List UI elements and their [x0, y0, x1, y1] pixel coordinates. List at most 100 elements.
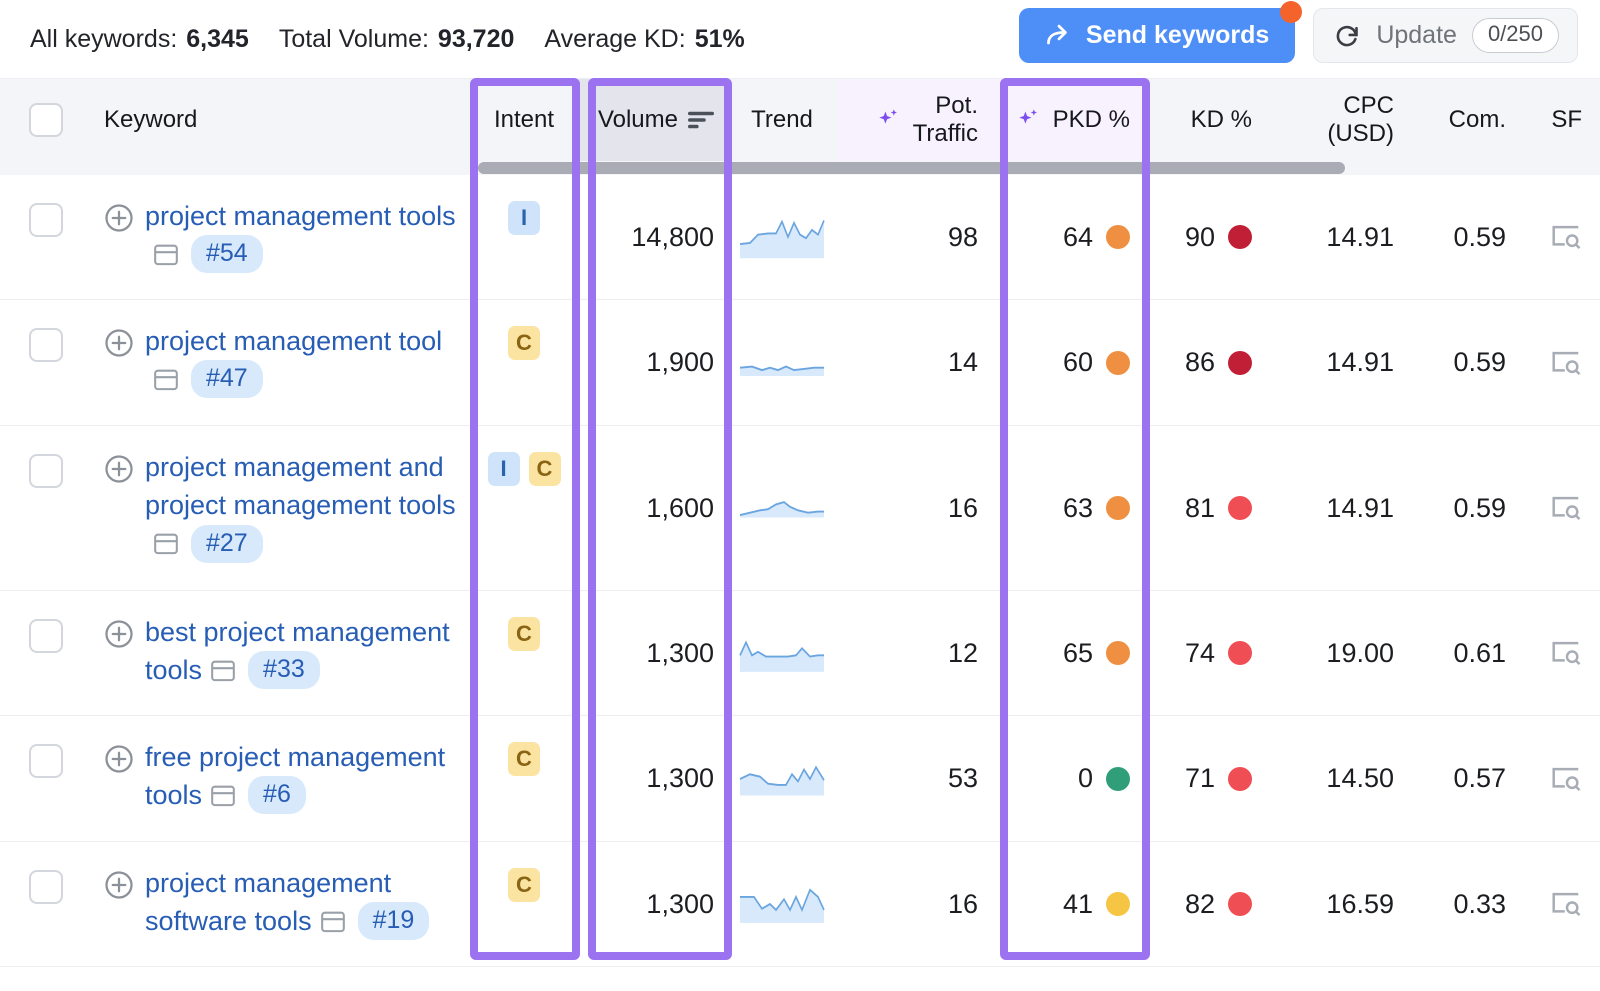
row-checkbox[interactable]: [29, 328, 63, 362]
header-pkd[interactable]: PKD %: [990, 79, 1142, 161]
row-select-cell: [0, 591, 92, 715]
header-cpc[interactable]: CPC (USD): [1264, 79, 1406, 161]
com-cell: 0.59: [1453, 492, 1506, 523]
keyword-text-wrap[interactable]: free project management tools #6: [145, 738, 462, 815]
serp-features-icon[interactable]: [153, 363, 179, 390]
keyword-cell: best project management tools #33: [92, 591, 474, 715]
summary-toolbar: All keywords: 6,345 Total Volume: 93,720…: [0, 0, 1600, 78]
keyword-text-wrap[interactable]: project management tools #54: [145, 197, 462, 274]
keyword-link[interactable]: project management tool: [145, 326, 443, 356]
keyword-text-wrap[interactable]: best project management tools #33: [145, 613, 462, 690]
pkd-cell: 63: [990, 426, 1142, 590]
sort-icon[interactable]: [688, 110, 714, 130]
intent-badge-commercial[interactable]: C: [508, 617, 540, 651]
keyword-link[interactable]: project management tools: [145, 201, 456, 231]
table-row[interactable]: project management tool #47 C 1,900 14 60: [0, 300, 1600, 426]
sf-cell[interactable]: [1518, 426, 1600, 590]
plus-circle-icon[interactable]: [104, 864, 134, 907]
sf-cell[interactable]: [1518, 300, 1600, 425]
table-row[interactable]: project management software tools #19 C 1…: [0, 842, 1600, 967]
keyword-link[interactable]: free project management tools: [145, 742, 446, 811]
volume-cell: 1,900: [646, 347, 714, 377]
row-checkbox[interactable]: [29, 870, 63, 904]
keyword-cell: project management tool #47: [92, 300, 474, 425]
header-volume[interactable]: Volume: [574, 79, 726, 161]
header-sf[interactable]: SF: [1518, 79, 1600, 161]
serp-features-icon[interactable]: [1550, 639, 1582, 667]
table-row[interactable]: free project management tools #6 C 1,300 …: [0, 716, 1600, 842]
cpc-cell: 16.59: [1326, 888, 1394, 919]
intent-badge-informational[interactable]: I: [508, 201, 540, 235]
header-com[interactable]: Com.: [1406, 79, 1518, 161]
serp-features-icon[interactable]: [153, 238, 179, 265]
serp-features-icon[interactable]: [1550, 223, 1582, 251]
all-keywords-label: All keywords:: [30, 24, 178, 53]
plus-circle-icon[interactable]: [104, 738, 134, 781]
scrollbar-thumb[interactable]: [478, 162, 1345, 174]
keyword-link[interactable]: best project management tools: [145, 617, 450, 686]
sf-cell[interactable]: [1518, 842, 1600, 966]
intent-badge-commercial[interactable]: C: [508, 326, 540, 360]
serp-features-icon[interactable]: [1550, 765, 1582, 793]
intent-badge-commercial[interactable]: C: [508, 742, 540, 776]
header-pot-traffic[interactable]: Pot. Traffic: [838, 79, 990, 161]
header-kd[interactable]: KD %: [1142, 79, 1264, 161]
keyword-link[interactable]: project management and project managemen…: [145, 452, 456, 521]
keyword-link[interactable]: project management software tools: [145, 868, 392, 937]
plus-circle-icon[interactable]: [104, 197, 134, 240]
update-label: Update: [1376, 21, 1457, 49]
serp-features-icon[interactable]: [210, 654, 236, 681]
serp-features-icon[interactable]: [153, 528, 179, 554]
intent-cell: C: [474, 716, 574, 841]
ai-sparkle-icon: [875, 107, 901, 133]
cpc-cell: 19.00: [1326, 637, 1394, 668]
serp-features-icon[interactable]: [1550, 349, 1582, 377]
row-select-cell: [0, 426, 92, 590]
serp-features-icon[interactable]: [1550, 890, 1582, 918]
row-checkbox[interactable]: [29, 203, 63, 237]
keyword-cell: project management tools #54: [92, 175, 474, 299]
header-intent[interactable]: Intent: [474, 79, 574, 161]
row-checkbox[interactable]: [29, 744, 63, 778]
send-keywords-button[interactable]: Send keywords: [1018, 1, 1303, 63]
intent-badge-commercial[interactable]: C: [508, 868, 540, 902]
header-kd-label: KD %: [1190, 106, 1252, 133]
intent-badge-commercial[interactable]: C: [528, 452, 561, 486]
keyword-text-wrap[interactable]: project management software tools #19: [145, 864, 462, 941]
kd-cell: 90: [1142, 175, 1264, 299]
trend-cell: [726, 426, 838, 590]
header-keyword[interactable]: Keyword: [92, 79, 474, 161]
row-checkbox[interactable]: [29, 454, 63, 488]
plus-circle-icon[interactable]: [104, 448, 134, 491]
pkd-cell: 0: [990, 716, 1142, 841]
select-all-checkbox[interactable]: [29, 103, 63, 137]
intent-cell: C: [474, 842, 574, 966]
kd-cell: 81: [1142, 426, 1264, 590]
header-trend[interactable]: Trend: [726, 79, 838, 161]
sf-cell[interactable]: [1518, 591, 1600, 715]
stat-average-kd: Average KD: 51%: [544, 25, 744, 54]
keyword-text-wrap[interactable]: project management tool #47: [145, 322, 462, 399]
ai-sparkle-icon: [1015, 107, 1041, 133]
serp-features-icon[interactable]: [320, 905, 346, 932]
serp-features-icon[interactable]: [210, 779, 236, 806]
trend-sparkline: [739, 219, 825, 259]
sf-cell[interactable]: [1518, 175, 1600, 299]
pkd-status-dot: [1106, 350, 1130, 375]
table-row[interactable]: project management and project managemen…: [0, 426, 1600, 591]
update-button[interactable]: Update 0/250: [1313, 8, 1578, 63]
table-row[interactable]: project management tools#54 I 14,800 98 …: [0, 175, 1600, 300]
intent-badge-informational[interactable]: I: [487, 452, 520, 486]
sf-cell[interactable]: [1518, 716, 1600, 841]
serp-features-icon[interactable]: [1550, 494, 1582, 522]
horizontal-scrollbar[interactable]: [470, 161, 1600, 175]
pkd-value: 0: [1077, 763, 1093, 793]
plus-circle-icon[interactable]: [104, 613, 134, 656]
row-checkbox[interactable]: [29, 619, 63, 653]
table-row[interactable]: best project management tools #33 C 1,300…: [0, 591, 1600, 716]
trend-sparkline: [739, 365, 824, 376]
plus-circle-icon[interactable]: [104, 322, 134, 365]
keyword-text-wrap[interactable]: project management and project managemen…: [145, 448, 462, 563]
kd-status-dot: [1228, 225, 1252, 249]
pkd-value: 64: [1062, 221, 1093, 252]
